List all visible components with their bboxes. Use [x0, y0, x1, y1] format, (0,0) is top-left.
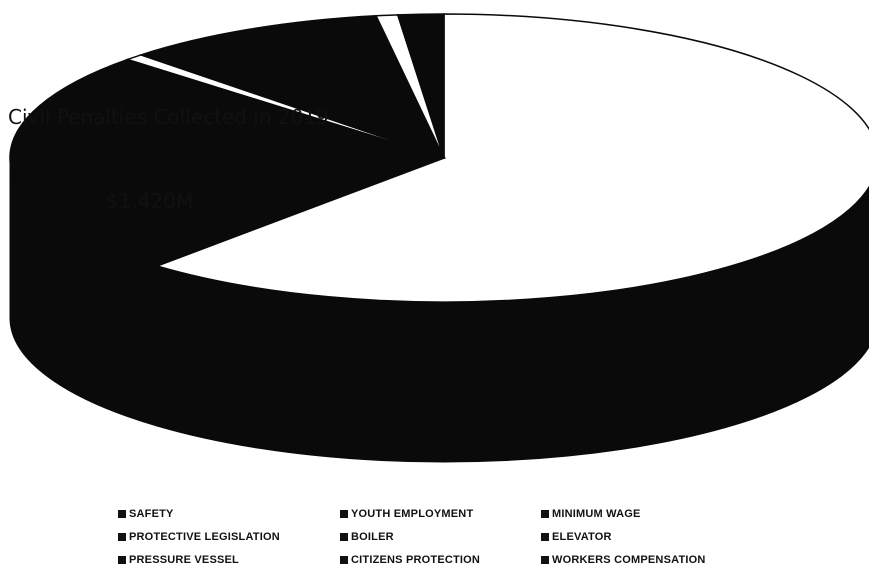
legend-label: ELEVATOR	[552, 531, 612, 543]
legend-label: YOUTH EMPLOYMENT	[351, 508, 474, 520]
legend-label: PROTECTIVE LEGISLATION	[129, 531, 280, 543]
chart-legend: SAFETY YOUTH EMPLOYMENT MINIMUM WAGE PROTEC…	[118, 507, 838, 567]
pie-chart-svg: Civil Penalties Collected in 2019 $1.420…	[8, 13, 869, 463]
slice-safety	[154, 13, 869, 303]
slice-elevator	[396, 13, 445, 159]
legend-swatch	[340, 556, 348, 564]
legend-swatch	[541, 556, 549, 564]
legend-item-workers-compensation: WORKERS COMPENSATION	[541, 553, 781, 567]
legend-item-minimum-wage: MINIMUM WAGE	[541, 507, 781, 521]
legend-item-youth-employment: YOUTH EMPLOYMENT	[340, 507, 541, 521]
legend-label: CITIZENS PROTECTION	[351, 554, 481, 566]
slice-youth-employment	[9, 58, 447, 267]
legend-item-elevator: ELEVATOR	[541, 530, 781, 544]
legend-swatch	[118, 533, 126, 541]
legend-item-boiler: BOILER	[340, 530, 541, 544]
legend-label: WORKERS COMPENSATION	[552, 554, 706, 566]
slice-value-label: $1.420M	[106, 189, 193, 213]
legend-label: MINIMUM WAGE	[552, 508, 641, 520]
chart-title: Civil Penalties Collected in 2019	[8, 105, 329, 129]
pie-top-layer	[9, 13, 869, 303]
legend-item-protective-legislation: PROTECTIVE LEGISLATION	[118, 530, 340, 544]
legend-swatch	[340, 533, 348, 541]
legend-label: BOILER	[351, 531, 394, 543]
legend-swatch	[541, 510, 549, 518]
slice-protective-legislation	[138, 14, 446, 160]
legend-label: SAFETY	[129, 508, 174, 520]
legend-swatch	[541, 533, 549, 541]
legend-item-citizens-protection: CITIZENS PROTECTION	[340, 553, 541, 567]
legend-swatch	[118, 556, 126, 564]
legend-item-safety: SAFETY	[118, 507, 340, 521]
legend-label: PRESSURE VESSEL	[129, 554, 239, 566]
legend-item-pressure-vessel: PRESSURE VESSEL	[118, 553, 340, 567]
legend-swatch	[118, 510, 126, 518]
legend-swatch	[340, 510, 348, 518]
